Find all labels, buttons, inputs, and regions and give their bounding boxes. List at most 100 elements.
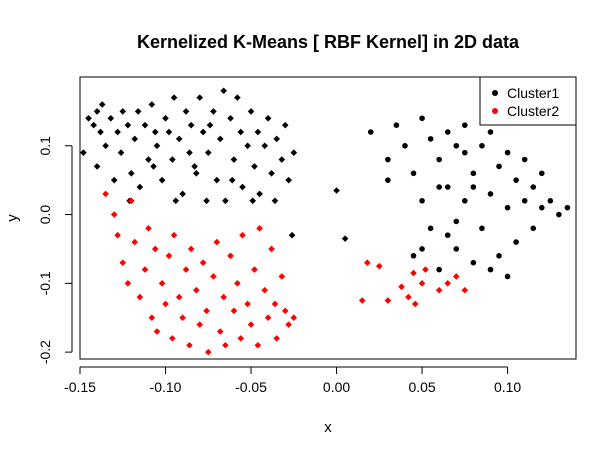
cluster1-point [203,197,210,205]
plot-frame [79,76,577,360]
cluster1-point [410,253,417,259]
cluster1-point [239,183,246,191]
cluster1-point [186,149,193,156]
cluster1-point [453,246,460,252]
cluster1-point [470,170,477,177]
cluster1-point [264,114,272,122]
cluster1-point [436,184,442,190]
cluster1-point [247,108,255,115]
cluster1-point [172,197,180,205]
cluster2-point [384,297,392,304]
cluster2-point [182,266,190,273]
cluster2-point [244,300,251,308]
cluster1-point [547,198,554,204]
cluster1-point [90,121,97,129]
cluster1-point [206,121,214,129]
cluster1-point [436,266,442,273]
cluster1-point [191,163,198,170]
cluster1-point [462,198,468,204]
cluster1-point [141,121,149,129]
cluster2-point [290,314,298,322]
y-axis: -0.2 -0.1 0.0 0.1 [37,136,73,364]
legend-label-cluster1: Cluster1 [507,85,559,101]
cluster1-point [504,149,511,156]
cluster2-point [210,273,217,280]
cluster1-point [182,108,190,115]
cluster1-point [145,156,152,163]
cluster1-point [462,149,468,156]
cluster1-point [341,235,349,242]
cluster1-point [179,190,186,198]
cluster1-point [261,142,269,150]
cluster2-point [435,286,443,294]
cluster2-point [153,328,161,335]
y-tick-label: 0.1 [37,136,53,156]
cluster1-point [228,176,236,184]
cluster1-point [530,225,537,232]
cluster1-point [487,191,494,197]
cluster2-point [199,259,207,267]
cluster2-point [220,293,227,301]
legend-marker-cluster2 [492,108,498,114]
cluster2-point [273,335,280,342]
cluster2-point [418,280,426,287]
cluster2-point [110,211,118,218]
cluster1-point [216,135,224,143]
cluster1-point [114,128,121,136]
cluster1-point [234,94,241,101]
cluster1-point [470,259,477,266]
cluster2-point [204,348,212,356]
cluster1-point [170,94,178,101]
x-tick-label: 0.00 [323,379,350,395]
cluster1-point [444,184,451,190]
cluster1-point [80,149,87,156]
cluster2-point [239,231,246,239]
x-tick-label: -0.15 [64,379,96,395]
cluster1-point [220,87,227,95]
cluster1-point [419,115,425,122]
cluster2-point [124,280,132,287]
cluster1-point [124,121,132,129]
cluster1-point [98,101,106,108]
cluster1-point [153,142,161,150]
cluster1-point [402,142,408,149]
cluster2-point [193,286,200,294]
cluster1-point [385,177,391,183]
cluster2-point [119,259,127,267]
cluster1-point [479,142,485,149]
y-tick-label: -0.1 [37,271,53,295]
cluster1-point [504,204,511,211]
cluster2-point [410,269,417,277]
cluster1-point [556,211,562,218]
cluster1-point [102,142,109,150]
cluster1-point [281,121,289,129]
cluster1-point [230,156,238,163]
cluster2-point [175,293,183,301]
cluster2-point [376,262,383,270]
cluster2-point [261,286,269,294]
cluster1-point [419,198,425,204]
cluster2-point [187,245,195,253]
x-axis-label: x [324,419,332,436]
cluster1-point [288,231,296,239]
cluster2-point [281,307,289,315]
cluster1-point [487,266,494,273]
cluster2-point [216,328,224,335]
cluster1-point [290,149,298,156]
cluster1-point [470,184,477,190]
cluster1-point [393,122,400,128]
cluster1-point [427,225,434,232]
cluster1-point [564,204,571,211]
cluster2-point [254,341,262,349]
cluster2-point [169,335,176,342]
cluster1-point [193,169,200,177]
cluster1-point [453,142,460,149]
cluster1-point [244,142,251,150]
cluster2-point [128,197,135,205]
cluster2-point [151,245,159,253]
x-tick-label: 0.10 [494,379,521,395]
cluster1-point [444,129,451,135]
cluster1-point [436,156,442,163]
